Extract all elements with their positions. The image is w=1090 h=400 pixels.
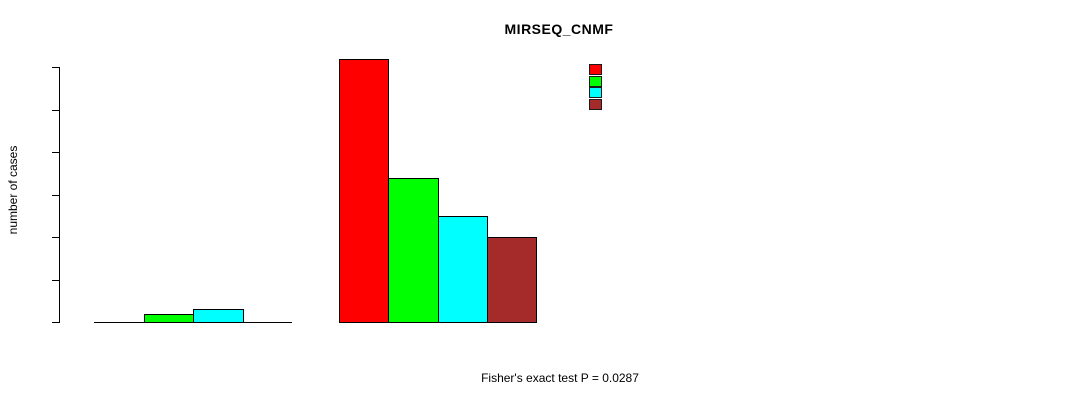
bar-clus_3-wildtype xyxy=(437,215,488,323)
y-tick-mark xyxy=(52,237,60,239)
y-tick-mark xyxy=(52,194,60,196)
legend-swatch-clus_3 xyxy=(589,87,602,99)
legend-swatch-clus_1 xyxy=(589,64,602,75)
legend-swatch-clus_2 xyxy=(589,75,602,87)
chart-title: MIRSEQ_CNMF xyxy=(504,21,614,37)
y-tick-mark xyxy=(52,67,60,69)
legend-swatch-clus_4 xyxy=(589,99,602,111)
bar-clus_2-wildtype xyxy=(388,177,439,323)
bar-clus_3-mutated xyxy=(193,309,244,323)
y-tick-mark xyxy=(52,279,60,281)
bar-clus_1-wildtype xyxy=(339,58,390,323)
fisher-test-annotation: Fisher's exact test P = 0.0287 xyxy=(481,371,639,385)
bar-clus_4-wildtype xyxy=(486,237,537,323)
y-tick-mark xyxy=(52,152,60,154)
y-tick-mark xyxy=(52,322,60,324)
bar-clus_2-mutated xyxy=(143,313,194,323)
y-tick-mark xyxy=(52,109,60,111)
y-axis-label: number of cases xyxy=(6,145,20,235)
